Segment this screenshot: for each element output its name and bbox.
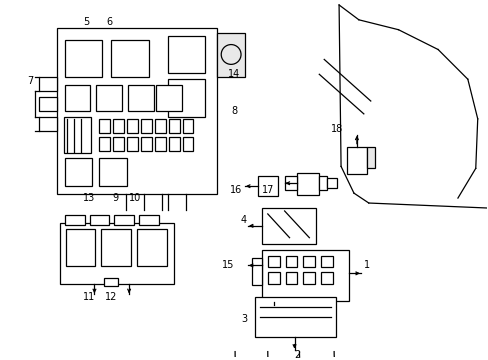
Bar: [155, 137, 165, 150]
Bar: [101, 229, 131, 266]
Bar: [346, 147, 366, 174]
Bar: [156, 85, 181, 111]
Bar: [65, 229, 95, 266]
Bar: [57, 28, 217, 194]
Bar: [155, 119, 165, 133]
Bar: [137, 229, 166, 266]
Text: 17: 17: [261, 185, 273, 195]
Bar: [64, 85, 90, 111]
Text: 7: 7: [27, 76, 33, 86]
Bar: [99, 158, 127, 186]
Bar: [89, 215, 109, 225]
Bar: [39, 117, 57, 131]
Bar: [319, 176, 326, 190]
Text: 3: 3: [241, 314, 246, 324]
Bar: [261, 249, 348, 301]
Bar: [96, 85, 122, 111]
Bar: [303, 273, 315, 284]
Bar: [326, 178, 336, 188]
Bar: [297, 173, 319, 195]
Bar: [128, 85, 154, 111]
Bar: [167, 36, 205, 73]
Bar: [168, 137, 179, 150]
Bar: [39, 97, 57, 111]
Text: 1: 1: [363, 260, 369, 270]
Bar: [263, 313, 273, 323]
Bar: [141, 137, 152, 150]
Bar: [167, 79, 205, 117]
Bar: [63, 117, 91, 153]
Text: 2: 2: [294, 350, 300, 360]
Text: 10: 10: [129, 193, 141, 203]
Bar: [285, 256, 297, 267]
Bar: [39, 77, 57, 91]
Bar: [127, 119, 138, 133]
Bar: [111, 40, 149, 77]
Bar: [182, 119, 193, 133]
Bar: [182, 137, 193, 150]
Bar: [99, 119, 110, 133]
Text: 9: 9: [112, 193, 118, 203]
Bar: [127, 137, 138, 150]
Text: 12: 12: [105, 292, 117, 302]
Bar: [64, 158, 92, 186]
Text: 6: 6: [106, 17, 112, 27]
Text: 18: 18: [330, 124, 343, 134]
Bar: [303, 256, 315, 267]
Bar: [267, 273, 279, 284]
Text: 14: 14: [227, 69, 240, 79]
Text: 8: 8: [230, 106, 237, 116]
Bar: [113, 119, 124, 133]
Text: 15: 15: [222, 260, 234, 270]
Text: 11: 11: [83, 292, 96, 302]
Bar: [261, 208, 316, 244]
Bar: [60, 223, 173, 284]
Bar: [321, 273, 332, 284]
Bar: [141, 119, 152, 133]
Bar: [269, 305, 281, 325]
Bar: [321, 256, 332, 267]
Text: 5: 5: [83, 17, 89, 27]
Bar: [64, 215, 84, 225]
Text: 13: 13: [83, 193, 96, 203]
Bar: [114, 215, 134, 225]
Bar: [104, 278, 118, 286]
Text: 16: 16: [229, 185, 242, 195]
Bar: [113, 137, 124, 150]
Bar: [284, 176, 297, 190]
Bar: [168, 119, 179, 133]
Bar: [99, 137, 110, 150]
Text: 4: 4: [241, 215, 246, 225]
Bar: [366, 147, 374, 168]
Bar: [217, 33, 244, 77]
Bar: [254, 297, 335, 337]
Bar: [64, 40, 102, 77]
Bar: [257, 176, 277, 196]
Bar: [285, 273, 297, 284]
Bar: [251, 257, 261, 285]
Bar: [267, 256, 279, 267]
Bar: [139, 215, 159, 225]
